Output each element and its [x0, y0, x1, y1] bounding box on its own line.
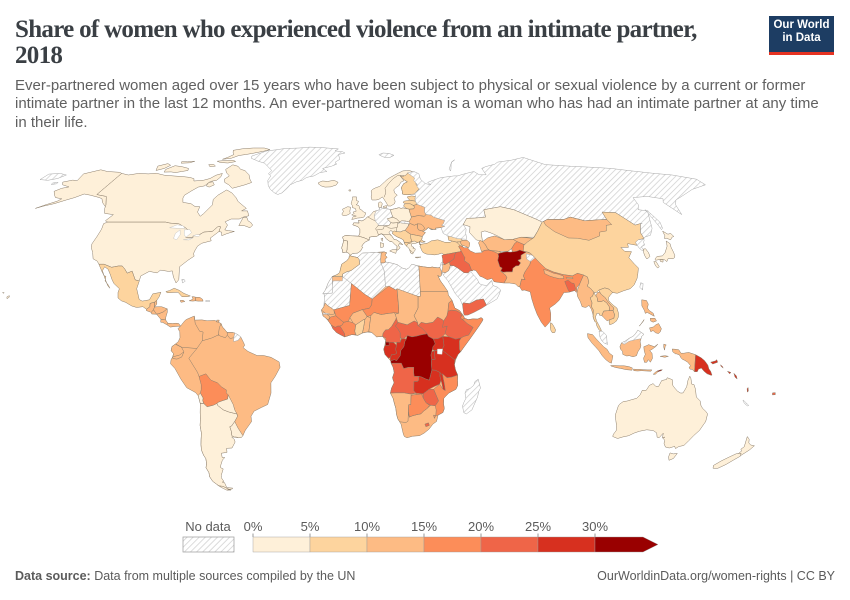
svg-text:5%: 5%: [301, 519, 320, 534]
svg-text:10%: 10%: [354, 519, 380, 534]
svg-text:No data: No data: [185, 519, 231, 534]
svg-text:15%: 15%: [411, 519, 437, 534]
svg-text:25%: 25%: [525, 519, 551, 534]
svg-text:30%: 30%: [582, 519, 608, 534]
svg-text:20%: 20%: [468, 519, 494, 534]
svg-text:0%: 0%: [244, 519, 263, 534]
